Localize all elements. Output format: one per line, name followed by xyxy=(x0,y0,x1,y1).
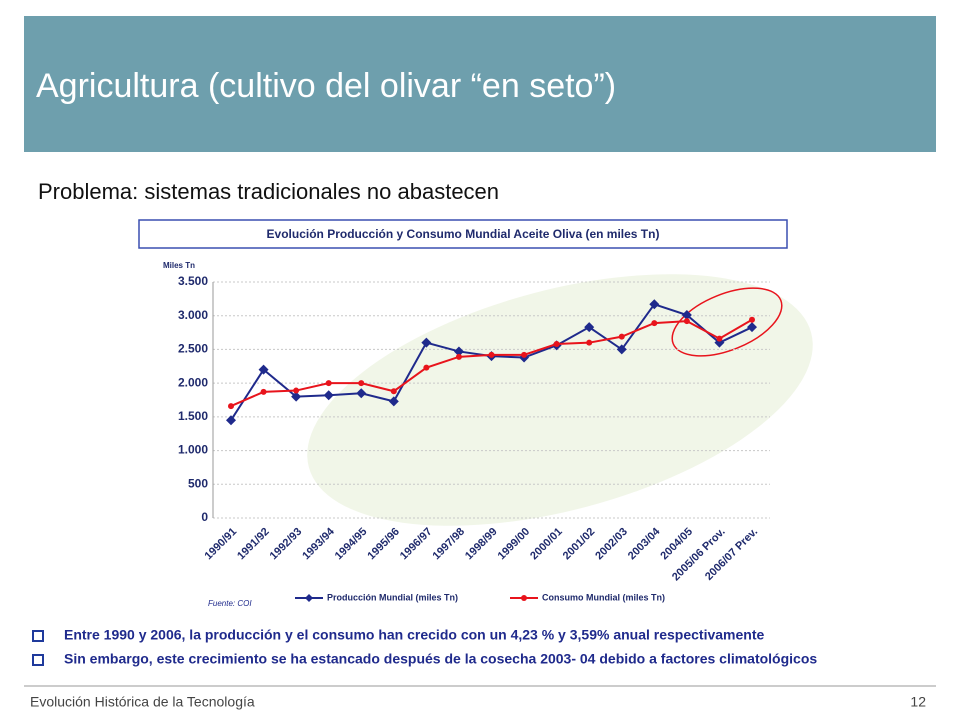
footer-text: Evolución Histórica de la Tecnología xyxy=(30,694,255,710)
background-leaf xyxy=(307,274,813,526)
header-band xyxy=(24,16,936,152)
x-tick-label: 1994/95 xyxy=(333,526,370,563)
x-tick-label: 1997/98 xyxy=(431,526,468,563)
point xyxy=(453,346,464,357)
point xyxy=(258,364,269,375)
point xyxy=(651,320,658,327)
x-tick-label: 2002/03 xyxy=(593,526,630,563)
point xyxy=(618,333,625,340)
legend-marker xyxy=(521,595,527,601)
point xyxy=(584,322,595,333)
y-tick-label: 0 xyxy=(201,510,208,524)
y-tick-label: 1.500 xyxy=(178,409,208,423)
x-tick-label: 2000/01 xyxy=(528,526,565,563)
y-tick-label: 2.000 xyxy=(178,375,208,389)
point xyxy=(291,391,302,402)
bullet-marker xyxy=(32,654,44,666)
point xyxy=(325,380,332,387)
source-note: Fuente: COI xyxy=(208,599,252,608)
point xyxy=(681,310,692,321)
point xyxy=(616,344,627,355)
bullet-marker xyxy=(32,630,44,642)
x-tick-label: 1990/91 xyxy=(203,526,240,563)
x-tick-label: 2001/02 xyxy=(561,526,598,563)
subtitle: Problema: sistemas tradicionales no abas… xyxy=(38,179,499,204)
point xyxy=(586,339,593,346)
x-tick-label: 1998/99 xyxy=(463,526,500,563)
point xyxy=(553,341,560,348)
point xyxy=(747,322,757,333)
y-tick-label: 500 xyxy=(188,476,208,490)
y-tick-label: 2.500 xyxy=(178,342,208,356)
legend-marker xyxy=(305,594,313,602)
highlight-ellipse xyxy=(671,287,783,357)
y-axis-label: Miles Tn xyxy=(163,261,195,270)
x-tick-label: 1995/96 xyxy=(365,526,402,563)
point xyxy=(421,337,432,348)
point xyxy=(683,318,690,325)
point xyxy=(388,396,399,407)
legend-label: Producción Mundial (miles Tn) xyxy=(327,592,458,602)
point xyxy=(260,388,267,395)
point xyxy=(488,351,495,358)
point xyxy=(649,299,660,310)
x-tick-label: 1993/94 xyxy=(300,525,337,562)
point xyxy=(521,351,528,358)
point xyxy=(228,403,234,410)
bullet-text: Sin embargo, este crecimiento se ha esta… xyxy=(64,651,817,667)
point xyxy=(749,316,755,323)
point xyxy=(356,388,367,399)
page-number: 12 xyxy=(910,694,926,710)
x-tick-label: 2003/04 xyxy=(626,525,663,562)
x-tick-label: 1996/97 xyxy=(398,526,435,563)
bullet-text: Entre 1990 y 2006, la producción y el co… xyxy=(64,627,764,643)
x-tick-label: 1991/92 xyxy=(235,526,272,563)
point xyxy=(390,388,397,395)
x-tick-label: 1992/93 xyxy=(268,526,305,563)
y-tick-label: 3.000 xyxy=(178,308,208,322)
point xyxy=(293,387,300,394)
point xyxy=(716,335,723,342)
x-tick-label: 1999/00 xyxy=(496,526,533,563)
point xyxy=(455,353,462,360)
point xyxy=(358,380,365,387)
y-tick-label: 3.500 xyxy=(178,274,208,288)
point xyxy=(226,415,236,426)
legend-label: Consumo Mundial (miles Tn) xyxy=(542,592,665,602)
y-tick-label: 1.000 xyxy=(178,443,208,457)
slide-title: Agricultura (cultivo del olivar “en seto… xyxy=(36,67,616,105)
chart-title: Evolución Producción y Consumo Mundial A… xyxy=(267,227,660,241)
point xyxy=(423,364,430,371)
point xyxy=(323,390,334,401)
chart-title-box xyxy=(138,219,788,249)
